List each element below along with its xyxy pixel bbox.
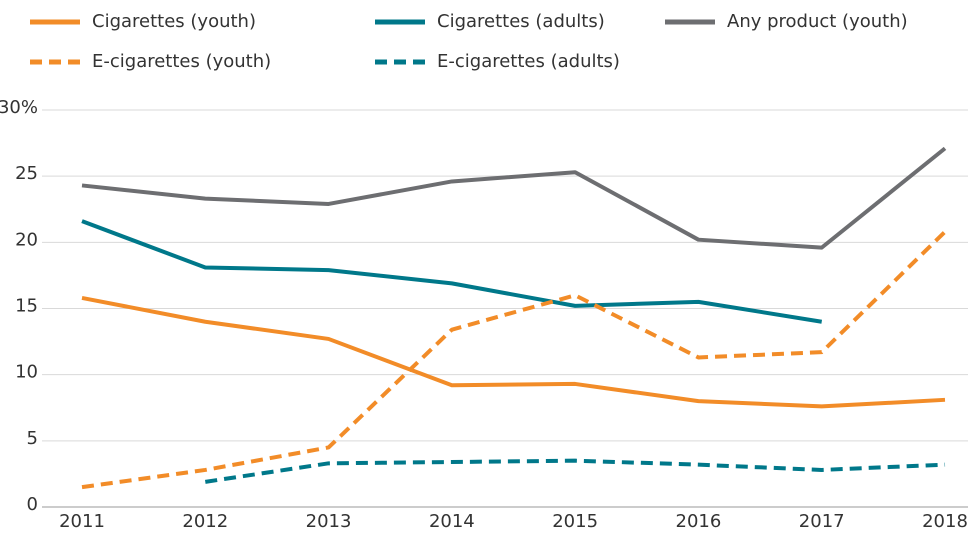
x-tick-label: 2018: [922, 511, 968, 532]
x-tick-label: 2016: [676, 511, 722, 532]
legend-label: E-cigarettes (youth): [92, 51, 271, 72]
x-tick-label: 2013: [306, 511, 352, 532]
x-tick-label: 2015: [552, 511, 598, 532]
x-tick-label: 2012: [182, 511, 228, 532]
series-line: [81, 295, 946, 409]
x-tick-label: 2011: [59, 511, 105, 532]
x-tick-label: 2017: [799, 511, 845, 532]
y-tick-label: 25: [15, 163, 38, 184]
legend-label: E-cigarettes (adults): [437, 51, 620, 72]
legend-label: Any product (youth): [727, 11, 908, 32]
series-line: [81, 146, 947, 250]
series-line: [204, 458, 946, 484]
y-tick-label: 10: [15, 362, 38, 383]
x-tick-label: 2014: [429, 511, 475, 532]
series-line: [81, 219, 823, 324]
legend-label: Cigarettes (adults): [437, 11, 605, 32]
y-tick-label: 20: [15, 229, 38, 250]
y-tick-label: 15: [15, 296, 38, 317]
legend-label: Cigarettes (youth): [92, 11, 256, 32]
y-tick-label: 0: [27, 494, 38, 515]
y-tick-label: 5: [27, 428, 38, 449]
y-tick-label: 30%: [0, 97, 38, 118]
series-line: [81, 230, 947, 490]
